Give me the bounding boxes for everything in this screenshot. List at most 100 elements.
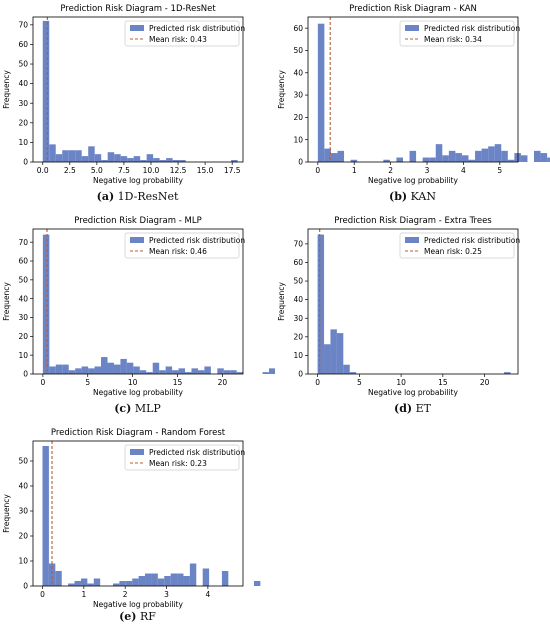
plot-frame: [32, 440, 244, 587]
y-tick-label: 30: [18, 507, 28, 516]
histogram-bar: [112, 583, 120, 586]
caption-text: MLP: [134, 402, 161, 415]
histogram-bar: [202, 568, 210, 586]
chart-panel-random-forest: Prediction Risk Diagram - Random Forest 0…: [0, 424, 275, 614]
chart-svg-1d-resnet: Prediction Risk Diagram - 1D-ResNet 0.0 2.…: [2, 4, 245, 185]
x-tick-label: 20: [480, 378, 490, 387]
y-tick-label: 40: [293, 68, 303, 77]
histogram-bar: [68, 370, 76, 374]
x-tick-label: 4: [205, 590, 210, 599]
x-tick-label: 0: [315, 166, 320, 175]
histogram-bar: [133, 366, 140, 374]
histogram-bar: [164, 576, 171, 586]
legend-box: [399, 232, 515, 259]
y-tick-label: 30: [18, 313, 28, 322]
histogram-bar: [547, 157, 550, 162]
histogram-bar: [336, 333, 344, 374]
x-tick-label: 17.5: [224, 166, 241, 175]
histogram-bar: [269, 368, 276, 374]
legend-bar-swatch: [130, 237, 144, 243]
histogram-bar: [383, 159, 390, 162]
histogram-bar: [125, 581, 133, 586]
histogram-bar: [120, 358, 127, 374]
y-tick-label: 40: [18, 294, 28, 303]
y-tick-label: 70: [18, 238, 28, 247]
histogram-bar: [140, 160, 147, 162]
plot-frame: [307, 16, 519, 163]
y-tick-label: 0: [23, 158, 28, 167]
histogram-bar: [145, 573, 152, 586]
caption-kan: (b) KAN: [275, 190, 550, 203]
x-tick-label: 5: [85, 378, 90, 387]
x-tick-label: 15: [173, 378, 183, 387]
y-axis-label: Frequency: [277, 282, 286, 321]
legend-line-label: Mean risk: 0.25: [424, 247, 482, 256]
histogram-bar: [330, 153, 338, 162]
histogram-bar: [324, 148, 331, 162]
histogram-bar: [396, 157, 403, 162]
histogram-bar: [146, 372, 153, 374]
histogram-bar: [87, 583, 94, 586]
legend-bar-label: Predicted risk distribution: [149, 448, 245, 457]
chart-panel-1d-resnet: Prediction Risk Diagram - 1D-ResNet 0.0 2.…: [0, 0, 275, 190]
histogram-bar: [166, 158, 173, 162]
histogram-bar: [153, 158, 160, 162]
x-tick-label: 15.0: [197, 166, 214, 175]
histogram-bar: [231, 160, 238, 162]
histogram-bar: [107, 362, 114, 374]
histogram-bar: [139, 370, 147, 374]
y-tick-label: 30: [293, 91, 303, 100]
histogram-bar: [442, 155, 449, 162]
histogram-bar: [42, 234, 50, 374]
x-axis-label: Negative log probability: [368, 176, 458, 185]
histogram-bar: [204, 366, 211, 374]
y-tick-label: 40: [18, 482, 28, 491]
histogram-bar: [74, 581, 81, 586]
chart-panel-extra-trees: Prediction Risk Diagram - Extra Trees 0 5 1…: [275, 212, 550, 402]
histogram-bar: [49, 366, 56, 374]
caption-letter: (e): [119, 610, 137, 623]
histogram-bar: [55, 364, 63, 374]
y-tick-label: 0: [23, 370, 28, 379]
y-tick-label: 20: [18, 532, 28, 541]
legend-bar-swatch: [405, 25, 419, 31]
histogram-bar: [75, 150, 82, 162]
x-tick-label: 10: [128, 378, 138, 387]
caption-random-forest: (e) RF: [0, 610, 275, 623]
y-axis-label: Frequency: [2, 282, 11, 321]
histogram-bar: [159, 160, 167, 162]
histogram-bar: [488, 146, 495, 162]
y-tick-label: 30: [18, 99, 28, 108]
histogram-bar: [126, 362, 134, 374]
x-tick-label: 10.0: [143, 166, 160, 175]
histogram-bar: [504, 372, 511, 374]
y-tick-label: 20: [293, 113, 303, 122]
histogram-bar: [107, 152, 115, 162]
histogram-bar: [120, 156, 128, 162]
legend-bar-label: Predicted risk distribution: [149, 24, 245, 33]
histogram-bar: [507, 159, 515, 162]
caption-text: KAN: [410, 190, 436, 203]
y-tick-label: 60: [18, 40, 28, 49]
y-axis-label: Frequency: [277, 70, 286, 109]
plot-frame: [32, 16, 244, 163]
histogram-bar: [350, 159, 358, 162]
y-tick-label: 50: [293, 277, 303, 286]
plot-frame: [32, 228, 244, 375]
histogram-bar: [55, 154, 63, 162]
x-tick-label: 20: [218, 378, 228, 387]
histogram-bar: [435, 144, 443, 162]
histogram-bar: [55, 571, 62, 586]
histogram-bar: [81, 366, 89, 374]
y-tick-label: 60: [18, 257, 28, 266]
y-tick-label: 60: [293, 24, 303, 33]
histogram-bar: [152, 362, 160, 374]
legend-box: [399, 20, 515, 47]
histogram-bar: [448, 150, 456, 162]
legend-line-label: Mean risk: 0.43: [149, 35, 207, 44]
x-tick-label: 3: [425, 166, 430, 175]
caption-text: RF: [140, 610, 156, 623]
chart-title: Prediction Risk Diagram - Extra Trees: [334, 216, 492, 226]
x-tick-label: 7.5: [118, 166, 130, 175]
